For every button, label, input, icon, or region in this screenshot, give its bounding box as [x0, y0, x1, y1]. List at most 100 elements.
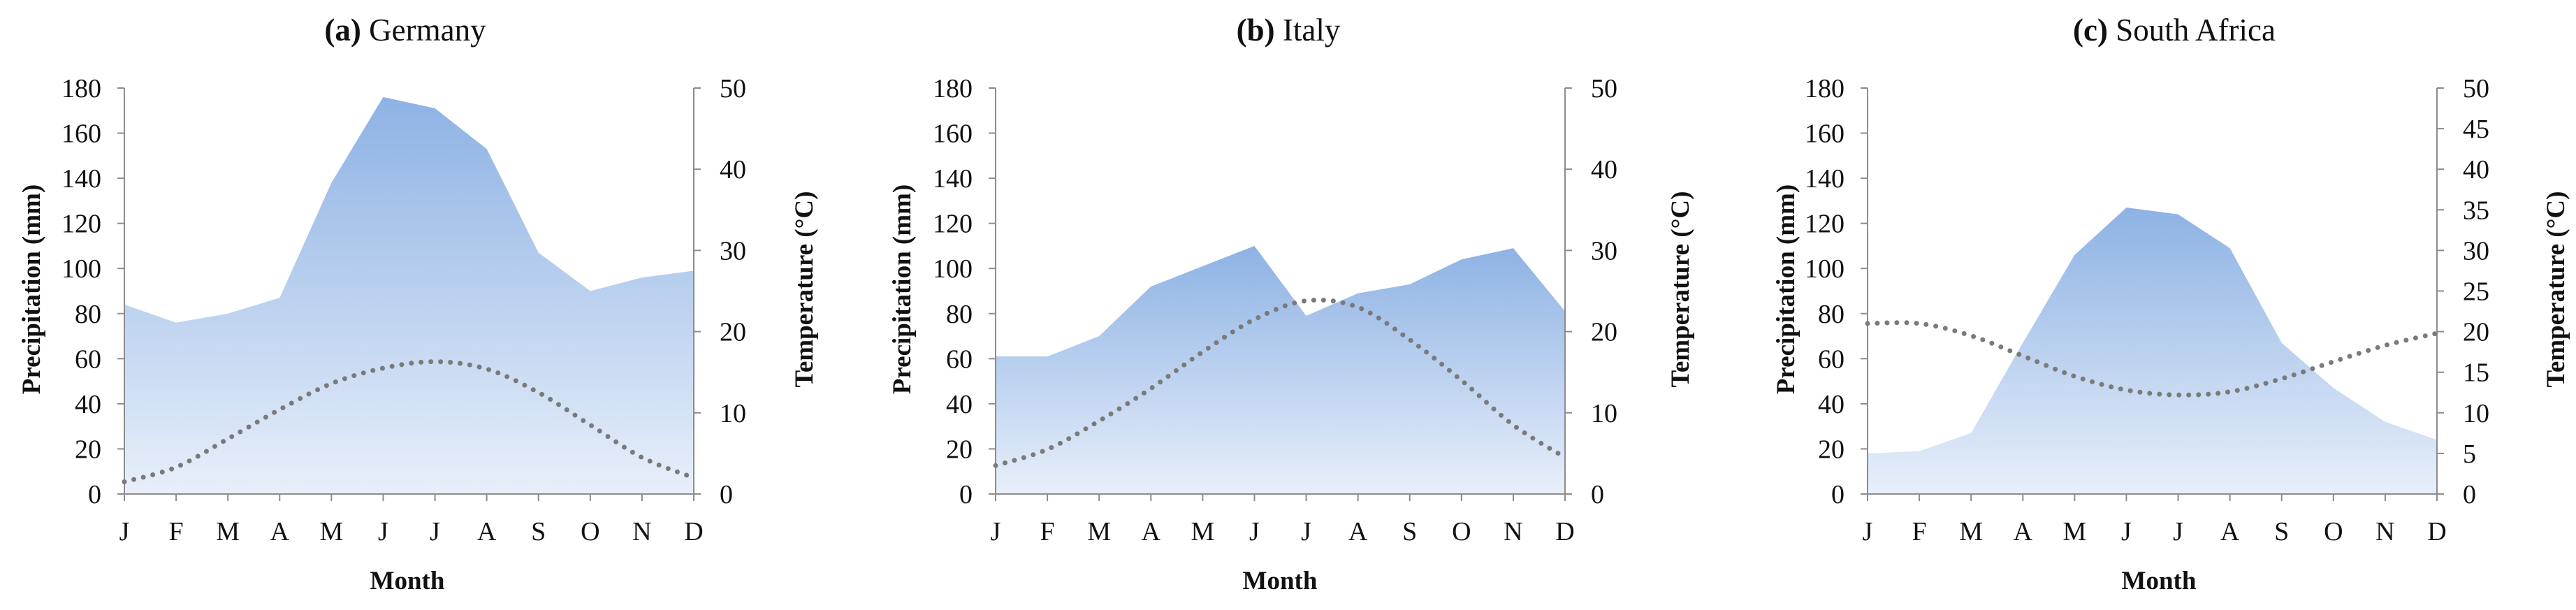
- chart-c-xtick-label: O: [2324, 517, 2343, 546]
- chart-c-temperature-line: [1865, 320, 2440, 398]
- chart-a-ytick-label: 20: [75, 435, 101, 464]
- chart-a-xlabel: Month: [370, 567, 445, 595]
- chart-b-ytick-label: 180: [933, 74, 973, 103]
- chart-c-title: (c) South Africa: [2073, 13, 2276, 48]
- chart-b-ytick-label: 60: [946, 344, 973, 374]
- chart-c-y2tick-label: 20: [2463, 318, 2489, 347]
- chart-b-ylabel: Precipitation (mm): [888, 184, 917, 394]
- chart-b-xtick-label: A: [1348, 517, 1368, 546]
- chart-a-xtick-label: J: [378, 517, 388, 546]
- chart-b-xtick-label: J: [991, 517, 1001, 546]
- chart-c-ytick-label: 100: [1805, 254, 1844, 284]
- chart-c-xtick-label: S: [2274, 517, 2289, 546]
- chart-c-precipitation-area: [1868, 208, 2437, 494]
- chart-a-y2tick-label: 50: [720, 74, 746, 103]
- chart-c-y2tick-label: 25: [2463, 277, 2489, 307]
- chart-c-xtick-label: N: [2375, 517, 2394, 546]
- chart-c-y2tick-label: 30: [2463, 236, 2489, 266]
- chart-a-ytick-label: 100: [61, 254, 101, 284]
- chart-c-y2tick-label: 40: [2463, 155, 2489, 184]
- chart-c-xtick-label: M: [2062, 517, 2086, 546]
- chart-c-xtick-label: J: [2121, 517, 2132, 546]
- chart-a-ytick-label: 140: [61, 164, 101, 194]
- chart-a-xtick-label: O: [581, 517, 599, 546]
- chart-b-xtick-label: A: [1142, 517, 1161, 546]
- chart-b-y2tick-label: 40: [1591, 155, 1617, 184]
- chart-c-xtick-label: J: [2173, 517, 2183, 546]
- chart-b-ytick-label: 140: [933, 164, 973, 194]
- chart-b-precipitation-area: [996, 245, 1565, 494]
- chart-b-ytick-label: 100: [933, 254, 973, 284]
- chart-c-ytick-label: 40: [1818, 390, 1844, 419]
- chart-c-ytick-label: 160: [1805, 119, 1844, 149]
- chart-c-ytick-label: 140: [1805, 164, 1844, 194]
- chart-a-precipitation-area: [124, 96, 694, 494]
- chart-a-ytick-label: 120: [61, 210, 101, 239]
- chart-a-ytick-label: 40: [75, 390, 101, 419]
- chart-b: 0 20 40 60 80 100 120 140 160 180 0 10 20 30 40 50 J F M A M…: [933, 74, 1617, 546]
- chart-a-xtick-label: J: [119, 517, 130, 546]
- chart-c-y2tick-label: 35: [2463, 196, 2489, 225]
- chart-a-xtick-label: S: [531, 517, 546, 546]
- chart-c-y2label: Temperature (°C): [2542, 191, 2570, 388]
- chart-b-y2tick-label: 50: [1591, 74, 1617, 103]
- chart-c-xtick-label: D: [2427, 517, 2446, 546]
- chart-c-y2tick-label: 15: [2463, 358, 2489, 388]
- chart-b-xtick-label: M: [1087, 517, 1111, 546]
- chart-b-xtick-label: D: [1555, 517, 1574, 546]
- chart-c-xtick-label: F: [1912, 517, 1927, 546]
- chart-a-temperature-line: [122, 359, 697, 485]
- chart-a-y2tick-label: 20: [720, 318, 746, 347]
- chart-b-ytick-label: 40: [946, 390, 973, 419]
- chart-b-xtick-label: J: [1301, 517, 1311, 546]
- chart-a-y2tick-label: 30: [720, 236, 746, 266]
- chart-b-xtick-label: M: [1191, 517, 1214, 546]
- chart-b-xtick-label: O: [1452, 517, 1471, 546]
- chart-a: 0 20 40 60 80 100 120 140 160 180 0 10 20 30 40 50 J F M A M…: [61, 74, 746, 546]
- chart-c-xlabel: Month: [2122, 567, 2197, 595]
- chart-b-xtick-label: S: [1402, 517, 1417, 546]
- chart-b-title: (b) Italy: [1237, 13, 1341, 48]
- chart-b-xtick-label: J: [1249, 517, 1260, 546]
- chart-c-y2tick-label: 50: [2463, 74, 2489, 103]
- chart-c: 0 20 40 60 80 100 120 140 160 180 0 5 10 15 20 25 30 35 40…: [1805, 74, 2489, 546]
- chart-a-ytick-label: 180: [61, 74, 101, 103]
- chart-a-ylabel: Precipitation (mm): [17, 184, 46, 394]
- chart-b-xtick-label: F: [1040, 517, 1055, 546]
- chart-c-ytick-label: 0: [1831, 480, 1844, 509]
- chart-a-xtick-label: D: [684, 517, 703, 546]
- chart-b-ytick-label: 20: [946, 435, 973, 464]
- chart-a-y2tick-label: 0: [720, 480, 733, 509]
- chart-a-y2tick-label: 40: [720, 155, 746, 184]
- chart-c-y2tick-label: 0: [2463, 480, 2476, 509]
- chart-c-ytick-label: 20: [1818, 435, 1844, 464]
- chart-a-y2label: Temperature (°C): [790, 191, 819, 388]
- chart-b-ytick-label: 120: [933, 210, 973, 239]
- chart-b-ytick-label: 0: [959, 480, 973, 509]
- chart-a-y2tick-label: 10: [720, 399, 746, 428]
- chart-a-ytick-label: 160: [61, 119, 101, 149]
- chart-a-xtick-label: M: [319, 517, 343, 546]
- chart-b-xlabel: Month: [1243, 567, 1318, 595]
- chart-a-xtick-label: M: [216, 517, 240, 546]
- chart-c-ytick-label: 80: [1818, 300, 1844, 329]
- chart-c-xtick-label: A: [2220, 517, 2240, 546]
- chart-a-ytick-label: 80: [75, 300, 101, 329]
- chart-b-y2tick-label: 0: [1591, 480, 1604, 509]
- chart-a-title: (a) Germany: [324, 13, 486, 48]
- chart-b-ytick-label: 160: [933, 119, 973, 149]
- chart-a-ytick-label: 60: [75, 344, 101, 374]
- chart-a-ytick-label: 0: [88, 480, 101, 509]
- chart-b-y2label: Temperature (°C): [1666, 191, 1695, 388]
- chart-a-xtick-label: F: [169, 517, 184, 546]
- chart-a-xtick-label: J: [430, 517, 440, 546]
- chart-a-xtick-label: A: [477, 517, 497, 546]
- chart-c-ylabel: Precipitation (mm): [1772, 184, 1800, 394]
- chart-a-xtick-label: N: [632, 517, 651, 546]
- chart-c-xtick-label: J: [1863, 517, 1873, 546]
- chart-b-y2tick-label: 10: [1591, 399, 1617, 428]
- chart-b-ytick-label: 80: [946, 300, 973, 329]
- chart-c-ytick-label: 120: [1805, 210, 1844, 239]
